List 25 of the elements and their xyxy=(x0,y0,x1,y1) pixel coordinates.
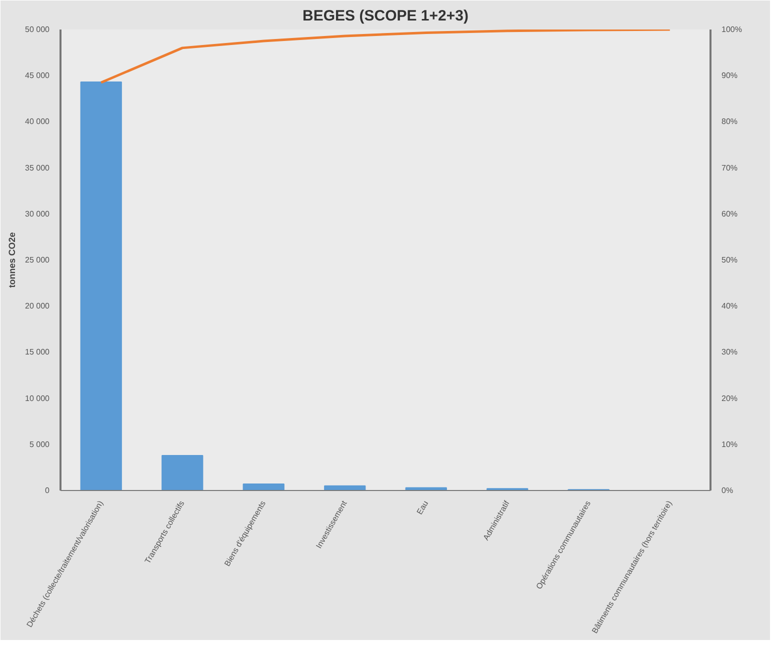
y-tick-label: 20 000 xyxy=(25,302,50,311)
y-tick-label: 5 000 xyxy=(29,440,50,449)
y2-tick-label: 100% xyxy=(722,25,742,34)
y2-tick-label: 10% xyxy=(722,440,738,449)
y2-tick-label: 50% xyxy=(722,256,738,264)
y2-tick-label: 30% xyxy=(722,348,738,357)
y2-tick-label: 80% xyxy=(722,117,738,126)
y2-tick-label: 40% xyxy=(722,302,738,311)
chart-title: BEGES (SCOPE 1+2+3) xyxy=(302,8,468,24)
y-tick-label: 0 xyxy=(45,486,50,495)
y2-tick-label: 70% xyxy=(722,163,738,172)
y-tick-label: 30 000 xyxy=(25,209,50,218)
y-tick-label: 10 000 xyxy=(25,394,50,403)
x-tick-label: Eau xyxy=(415,499,430,516)
y-axis-title: tonnes CO2e xyxy=(7,232,18,288)
y-tick-label: 45 000 xyxy=(25,71,50,80)
y-tick-label: 35 000 xyxy=(25,163,50,172)
y2-tick-label: 0% xyxy=(722,486,734,495)
y-tick-label: 40 000 xyxy=(25,117,50,126)
y2-tick-label: 20% xyxy=(722,394,738,403)
y-tick-label: 15 000 xyxy=(25,348,50,357)
y-tick-label: 25 000 xyxy=(25,256,50,264)
y2-tick-label: 60% xyxy=(722,209,738,218)
y-tick-label: 50 000 xyxy=(25,25,50,34)
y2-tick-label: 90% xyxy=(722,71,738,80)
